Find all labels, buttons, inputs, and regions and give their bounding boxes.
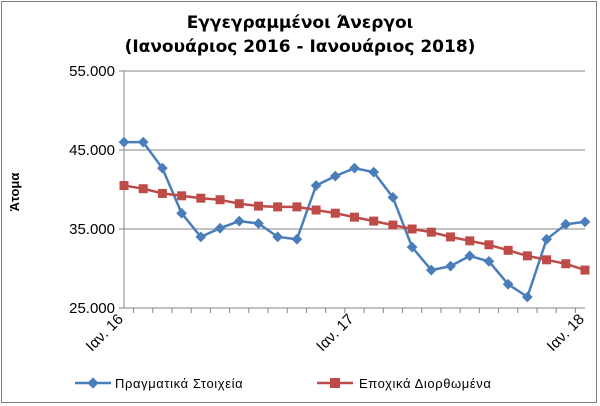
x-tick-label-0: Ιαν. 16 — [83, 311, 127, 355]
series-1-point-15 — [407, 224, 417, 234]
chart-title: Εγγεγραμμένοι Άνεργοι — [187, 13, 414, 33]
legend-label-actual: Πραγματικά Στοιχεία — [115, 376, 243, 391]
series-1-point-12 — [350, 212, 359, 222]
series-1-point-14 — [388, 220, 398, 230]
legend-item-actual: Πραγματικά Στοιχεία — [75, 376, 243, 391]
series-1-point-13 — [369, 216, 379, 226]
y-axis-title: Άτομα — [7, 173, 22, 212]
series-1-point-18 — [465, 236, 475, 246]
series-1-point-24 — [580, 265, 590, 275]
y-tick-label-1: 35.000 — [69, 221, 115, 238]
series-1-point-1 — [138, 184, 148, 194]
series-0-point-10 — [310, 180, 322, 191]
chart-subtitle: (Ιανουάριος 2016 - Ιανουάριος 2018) — [125, 37, 476, 57]
series-1-point-20 — [503, 245, 513, 255]
legend-label-seasonal: Εποχικά Διορθωμένα — [359, 376, 491, 391]
series-1-point-8 — [273, 202, 283, 212]
y-tick-labels: 25.000 35.000 45.000 55.000 — [69, 63, 115, 317]
legend-swatch-seasonal-square-icon — [330, 378, 340, 388]
y-tick-label-3: 55.000 — [69, 63, 115, 80]
series-1-point-22 — [542, 255, 552, 265]
x-tick-label-2: Ιαν. 18 — [544, 311, 588, 355]
series-1-point-11 — [330, 208, 340, 218]
x-tick-label-1: Ιαν. 17 — [313, 311, 357, 355]
series-0-point-0 — [118, 136, 130, 148]
series-1-point-23 — [561, 259, 571, 269]
series-1-point-21 — [522, 251, 532, 261]
legend-item-seasonal: Εποχικά Διορθωμένα — [317, 376, 491, 391]
series-1-point-17 — [446, 232, 456, 242]
series-1-point-16 — [426, 227, 436, 237]
series-1-point-2 — [157, 188, 167, 198]
series-0-point-9 — [291, 233, 303, 245]
legend: Πραγματικά Στοιχεία Εποχικά Διορθωμένα — [75, 376, 491, 391]
gridlines — [124, 70, 585, 230]
series-lines — [118, 136, 591, 303]
series-0-point-12 — [349, 162, 360, 174]
series-0-point-5 — [214, 222, 226, 234]
x-tick-labels: Ιαν. 16 Ιαν. 17 Ιαν. 18 — [83, 311, 588, 355]
series-0-point-18 — [464, 250, 476, 262]
series-0-point-17 — [445, 260, 456, 272]
series-0-point-11 — [329, 170, 341, 182]
series-0-point-24 — [579, 216, 591, 228]
series-1-point-9 — [292, 202, 302, 212]
series-1-point-10 — [311, 205, 321, 215]
y-tick-label-2: 45.000 — [69, 142, 115, 159]
series-1-point-0 — [119, 181, 129, 191]
series-1-point-3 — [177, 191, 187, 201]
series-1-point-4 — [196, 193, 206, 203]
series-1-point-7 — [253, 201, 263, 211]
axes — [119, 70, 585, 313]
series-1-point-6 — [234, 199, 244, 209]
series-0-point-6 — [233, 215, 245, 227]
series-1-point-5 — [215, 195, 225, 205]
series-1-point-19 — [484, 240, 494, 250]
y-tick-label-0: 25.000 — [69, 300, 115, 317]
legend-swatch-actual-diamond-icon — [87, 377, 99, 389]
